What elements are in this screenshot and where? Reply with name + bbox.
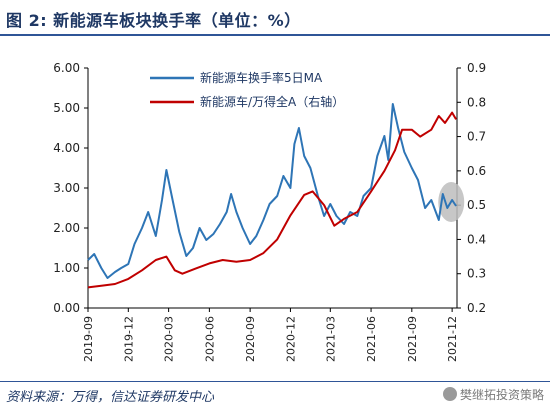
left-tick-label: 1.00 [53,261,80,275]
right-tick-label: 0.8 [467,95,486,109]
legend-label-turnover: 新能源车换手率5日MA [200,70,323,85]
legend: 新能源车换手率5日MA 新能源车/万得全A（右轴） [150,70,344,109]
x-tick-label: 2020-09 [244,316,257,362]
x-tick-label: 2019-12 [122,316,135,362]
right-tick-label: 0.3 [467,267,486,281]
right-tick-label: 0.5 [467,198,486,212]
x-tick-label: 2021-12 [446,316,459,362]
left-tick-label: 3.00 [53,181,80,195]
x-tick-label: 2019-09 [82,316,95,362]
wechat-icon [442,387,457,401]
left-tick-label: 5.00 [53,101,80,115]
x-tick-label: 2020-03 [163,316,176,362]
right-tick-label: 0.6 [467,164,486,178]
relative-strength-line [87,111,457,289]
right-tick-label: 0.4 [467,232,486,246]
right-tick-label: 0.2 [467,301,486,315]
right-tick-label: 0.9 [467,61,486,75]
x-tick-label: 2021-03 [324,316,337,362]
legend-label-relative: 新能源车/万得全A（右轴） [200,94,344,109]
turnover-chart: 0.00 1.00 2.00 3.00 4.00 5.00 6.00 0.2 0.3 0.4 0.5… [53,61,486,362]
watermark-text: 樊继拓投资策略 [459,388,544,402]
watermark: 樊继拓投资策略 [442,386,544,403]
figure-title: 图 2: 新能源车板块换手率（单位：%） [6,11,301,30]
right-tick-label: 0.7 [467,130,486,144]
title-rule [0,34,550,36]
series-lines [87,103,465,289]
x-tick-label: 2020-12 [284,316,297,362]
x-tick-label: 2021-06 [365,316,378,362]
left-tick-label: 0.00 [53,301,80,315]
x-tick-label: 2021-09 [406,316,419,362]
x-tick-label: 2020-06 [203,316,216,362]
turnover-line [87,103,457,279]
source-note: 资料来源：万得，信达证券研发中心 [6,390,215,405]
footer-rule [0,381,550,382]
left-tick-label: 4.00 [53,141,80,155]
left-tick-label: 6.00 [53,61,80,75]
left-tick-label: 2.00 [53,221,80,235]
axes: 0.00 1.00 2.00 3.00 4.00 5.00 6.00 0.2 0.3 0.4 0.5… [53,61,486,362]
